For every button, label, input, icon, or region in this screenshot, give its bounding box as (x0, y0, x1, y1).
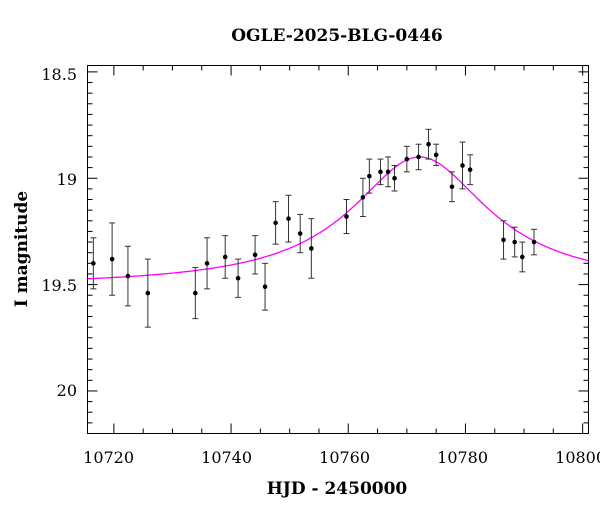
x-tick-label-10720: 10720 (83, 448, 134, 467)
data-marker (235, 275, 241, 281)
data-point (531, 228, 538, 256)
data-point (359, 177, 366, 218)
data-marker (262, 284, 268, 290)
data-point (343, 199, 350, 235)
y-axis: 18.5 19 19.5 20 I magnitude (12, 65, 77, 400)
x-tick-label-10740: 10740 (201, 448, 252, 467)
data-marker (512, 239, 517, 245)
data-point (308, 218, 315, 279)
data-point (519, 241, 526, 273)
data-point (377, 158, 384, 186)
data-point (144, 258, 151, 328)
data-marker (467, 167, 473, 173)
data-marker (404, 156, 410, 162)
data-point (511, 226, 518, 258)
y-axis-title: I magnitude (12, 191, 32, 308)
data-point (222, 235, 229, 279)
model-curve (87, 156, 589, 280)
x-tick-label-10780: 10780 (437, 448, 488, 467)
data-point (433, 143, 440, 166)
data-marker (460, 163, 465, 168)
data-point (262, 262, 269, 311)
data-marker (367, 173, 372, 179)
data-point (252, 235, 259, 275)
data-point (90, 237, 97, 290)
data-marker (449, 184, 455, 190)
data-point (403, 145, 410, 173)
data-point (448, 171, 455, 203)
y-tick-label-18.5: 18.5 (41, 65, 77, 84)
data-point (272, 201, 279, 245)
data-point (391, 164, 398, 192)
data-point (385, 156, 392, 188)
data-marker (501, 237, 506, 243)
x-axis: 10720 10740 10760 10780 10800 HJD - 2450… (83, 448, 600, 499)
data-marker (297, 231, 303, 236)
data-marker (416, 154, 421, 160)
chart-title: OGLE-2025-BLG-0446 (231, 26, 443, 46)
data-marker (309, 246, 314, 251)
x-tick-label-10760: 10760 (319, 448, 370, 467)
x-axis-title: HJD - 2450000 (267, 479, 408, 499)
data-point (192, 267, 199, 320)
data-marker (145, 290, 151, 296)
data-point (425, 128, 432, 160)
data-point (204, 237, 211, 290)
data-marker (531, 239, 537, 245)
data-marker (426, 141, 431, 147)
data-point (366, 158, 373, 194)
data-marker (378, 169, 383, 175)
data-marker (204, 261, 210, 266)
data-point (285, 194, 292, 243)
data-marker (344, 214, 349, 219)
data-marker (385, 169, 391, 175)
data-points (90, 128, 538, 328)
data-point (467, 154, 474, 186)
data-point (500, 220, 507, 260)
data-point (109, 222, 116, 296)
data-marker (392, 175, 397, 181)
data-point (459, 141, 466, 190)
y-tick-label-19: 19 (57, 170, 77, 189)
data-marker (91, 261, 96, 266)
data-marker (222, 254, 228, 260)
data-marker (125, 273, 131, 279)
y-tick-label-19.5: 19.5 (41, 276, 77, 295)
data-marker (252, 252, 258, 258)
y-tick-label-20: 20 (57, 381, 77, 400)
plot-frame (87, 65, 589, 434)
data-marker (519, 254, 525, 260)
data-marker (433, 152, 439, 158)
data-marker (273, 220, 278, 226)
data-marker (193, 290, 198, 296)
data-marker (109, 256, 115, 262)
data-point (415, 143, 422, 171)
data-marker (360, 195, 366, 200)
x-tick-label-10800: 10800 (555, 448, 600, 467)
minor-ticks (87, 65, 589, 434)
data-point (124, 245, 131, 307)
plot-area (87, 65, 589, 434)
data-point (297, 213, 304, 254)
data-point (235, 258, 242, 298)
data-marker (286, 216, 291, 221)
